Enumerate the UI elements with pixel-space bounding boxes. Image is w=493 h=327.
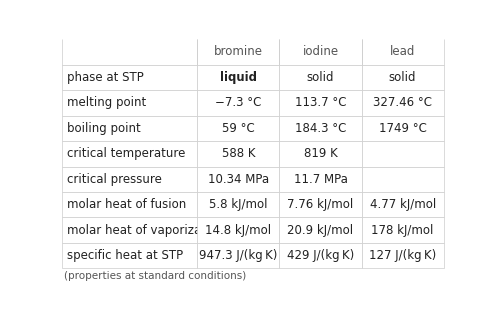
Text: (properties at standard conditions): (properties at standard conditions) <box>64 271 246 281</box>
